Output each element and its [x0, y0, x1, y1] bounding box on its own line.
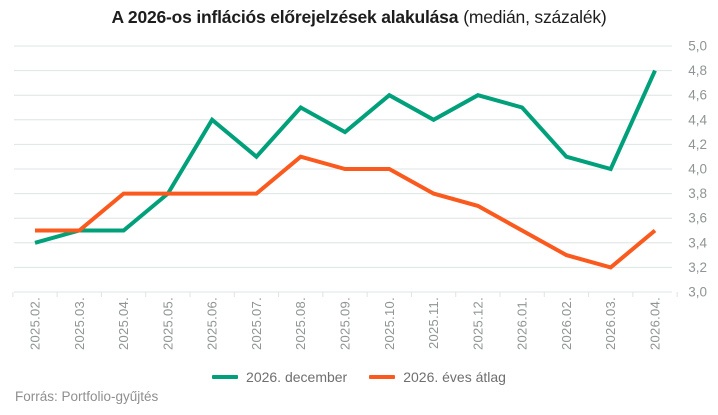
legend-item-2026-ves-tlag: 2026. éves átlag [369, 369, 506, 385]
y-axis-label: 3,0 [688, 285, 707, 300]
y-axis-label: 3,2 [688, 260, 707, 275]
y-axis-label: 4,8 [688, 63, 707, 78]
series-line-2026-december [34, 69, 657, 245]
x-axis-label: 2025.12. [470, 297, 485, 350]
x-axis-label: 2025.05. [160, 297, 175, 350]
x-axis-label: 2026.04. [648, 297, 663, 350]
chart-title: A 2026-os inflációs előrejelzések alakul… [0, 7, 718, 28]
x-axis-label: 2025.11. [426, 297, 441, 349]
x-axis-label: 2025.08. [293, 297, 308, 350]
x-axis-label: 2025.09. [338, 297, 353, 350]
chart-title-main: A 2026-os inflációs előrejelzések alakul… [111, 7, 459, 27]
x-axis-label: 2025.03. [72, 297, 87, 350]
y-axis-label: 4,2 [688, 137, 707, 152]
chart-title-subtitle: (medián, százalék) [463, 7, 607, 27]
legend-label: 2026. december [246, 369, 348, 385]
x-axis-label: 2026.02. [559, 297, 574, 350]
y-axis-label: 3,6 [688, 211, 707, 226]
legend-line-swatch [212, 375, 239, 379]
source-note: Forrás: Portfolio-gyűjtés [15, 389, 159, 404]
y-axis-label: 4,4 [688, 112, 707, 127]
y-axis-label: 3,8 [688, 186, 707, 201]
x-axis-label: 2025.06. [205, 297, 220, 350]
y-axis-label: 4,6 [688, 88, 707, 103]
y-axis-label: 4,0 [688, 162, 707, 177]
legend-item-2026-december: 2026. december [212, 369, 347, 385]
line-chart-plot: 3,0 3,2 3,4 3,6 3,8 4,0 4,2 4,4 4,6 4,8 5,0 2025.02… [12, 39, 707, 350]
x-axis-label: 2025.04. [116, 297, 131, 350]
series-line-2026-ves-tlag [35, 154, 657, 270]
x-axis-label: 2025.07. [249, 297, 264, 350]
legend-line-swatch [369, 375, 396, 379]
legend-label: 2026. éves átlag [403, 369, 506, 385]
x-axis-label: 2025.02. [28, 297, 43, 350]
x-axis-label: 2026.01. [515, 297, 530, 350]
chart-legend: 2026. december 2026. éves átlag [0, 369, 718, 385]
x-axis-label: 2026.03. [603, 297, 618, 350]
x-axis-label: 2025.10. [382, 297, 397, 350]
y-axis-label: 3,4 [688, 235, 707, 250]
y-axis-label: 5,0 [688, 39, 707, 54]
